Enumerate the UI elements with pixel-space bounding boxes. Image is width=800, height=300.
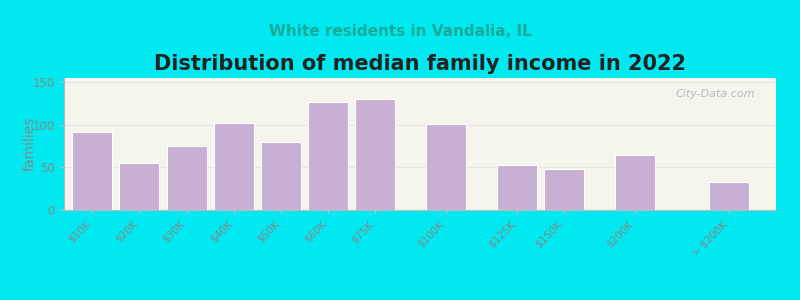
Bar <box>308 102 348 210</box>
Bar <box>544 169 584 210</box>
Bar <box>614 154 654 210</box>
Bar <box>166 146 206 210</box>
Bar <box>426 124 466 210</box>
Bar <box>261 142 301 210</box>
Y-axis label: families: families <box>23 117 37 171</box>
Text: City-Data.com: City-Data.com <box>675 88 754 99</box>
Text: White residents in Vandalia, IL: White residents in Vandalia, IL <box>269 24 531 39</box>
Bar <box>355 99 395 210</box>
Bar <box>119 163 159 210</box>
Bar <box>214 123 254 210</box>
Bar <box>72 132 112 210</box>
Bar <box>497 165 537 210</box>
Bar <box>709 182 749 210</box>
Title: Distribution of median family income in 2022: Distribution of median family income in … <box>154 54 686 74</box>
